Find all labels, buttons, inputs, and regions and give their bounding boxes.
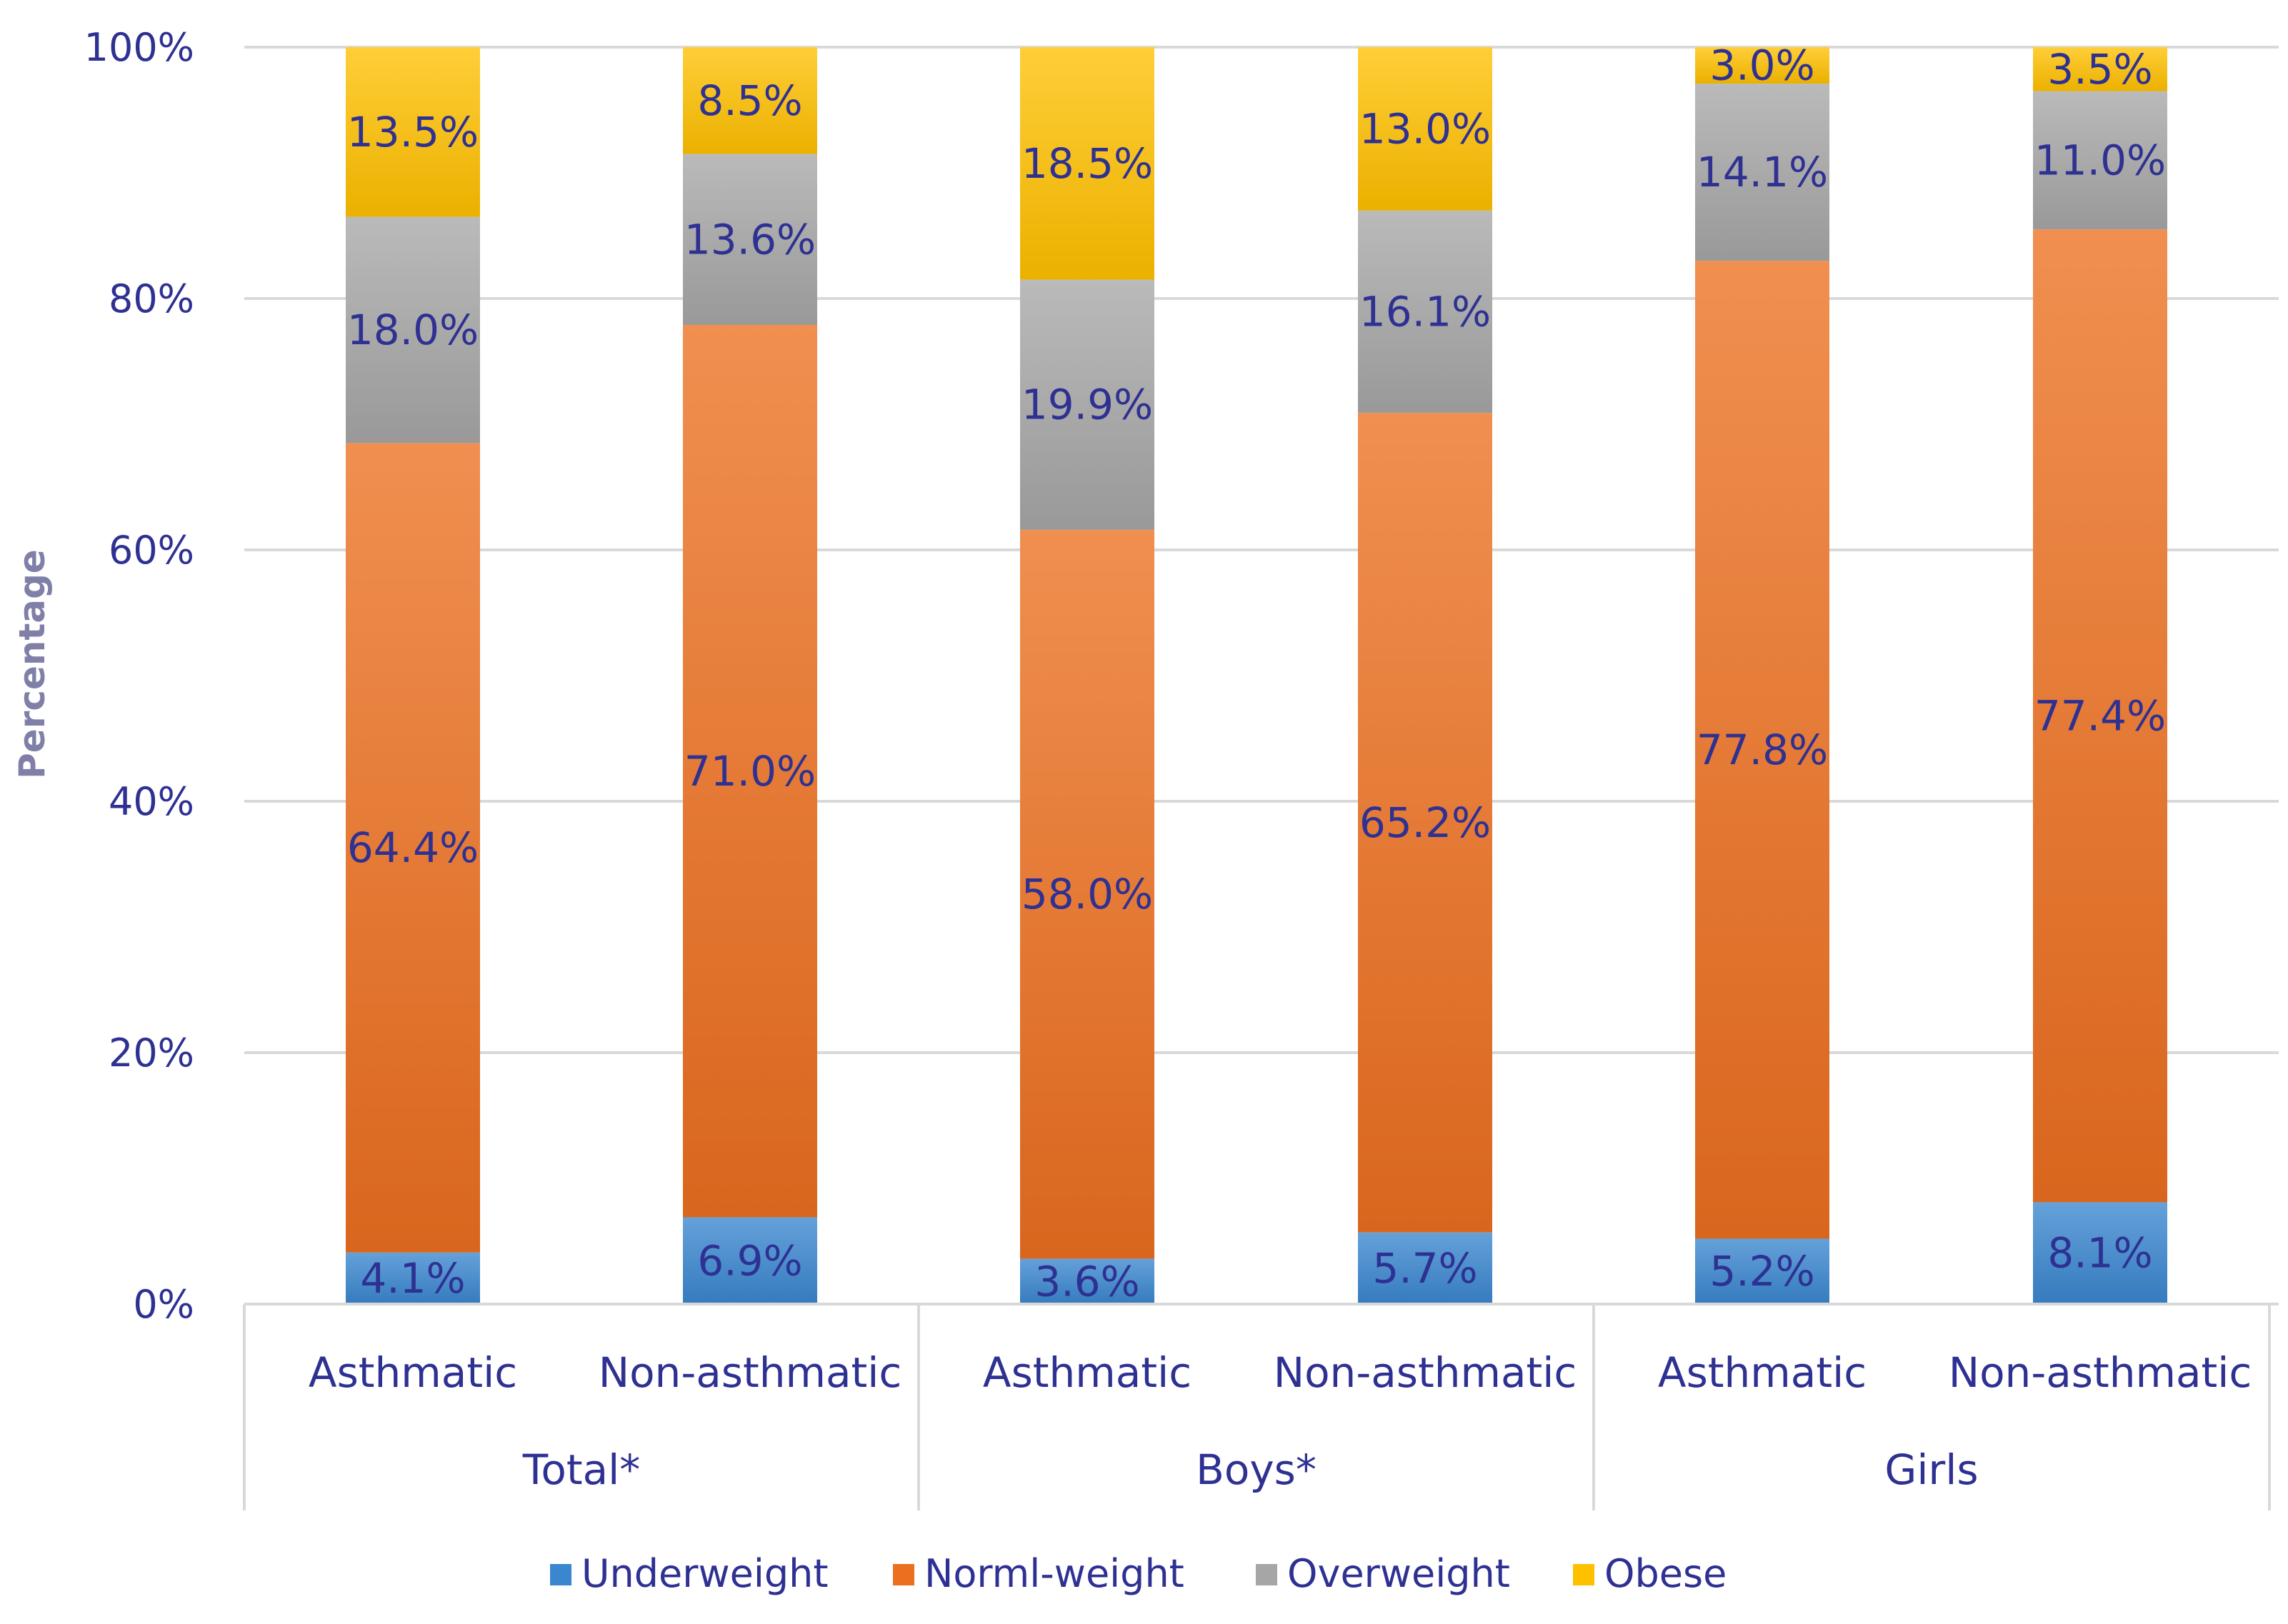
bar-obese-2	[1020, 47, 1154, 280]
bar-overweight-2	[1020, 279, 1154, 530]
data-label: 13.5%	[347, 108, 479, 156]
bar-overweight-0	[346, 216, 480, 443]
data-label: 6.9%	[697, 1236, 802, 1285]
data-label: 11.0%	[2034, 136, 2166, 184]
y-tick-label: 60%	[109, 528, 194, 573]
group-label: Girls	[1884, 1445, 1978, 1494]
y-axis-ticks: 0% 20% 40% 60% 80% 100%	[84, 25, 194, 1327]
legend-item: Norml-weight	[893, 1551, 1184, 1596]
bar-norml-weight-2	[1020, 529, 1154, 1259]
legend-swatch	[1256, 1564, 1277, 1585]
legend-swatch	[1573, 1564, 1594, 1585]
data-label: 65.2%	[1359, 798, 1491, 847]
legend-item: Overweight	[1256, 1551, 1510, 1596]
y-tick-label: 80%	[109, 276, 194, 321]
y-tick-label: 40%	[109, 779, 194, 824]
legend-label: Obese	[1604, 1551, 1727, 1596]
legend-label: Norml-weight	[924, 1551, 1184, 1596]
legend: Underweight Norml-weight Overweight Obese	[550, 1551, 1727, 1596]
bar-overweight-1	[683, 154, 817, 325]
bar-underweight-0	[346, 1252, 480, 1304]
bar-underweight-3	[1358, 1232, 1492, 1304]
data-label: 19.9%	[1021, 381, 1153, 429]
bar-overweight-4	[1695, 84, 1829, 261]
data-label: 18.5%	[1021, 139, 1153, 188]
bar-underweight-2	[1020, 1258, 1154, 1304]
bar-obese-1	[683, 47, 817, 154]
data-label: 77.8%	[1697, 726, 1828, 774]
y-tick-label: 0%	[133, 1282, 194, 1327]
data-label: 5.2%	[1709, 1247, 1814, 1295]
group-label: Total*	[522, 1445, 640, 1494]
bar-obese-5	[2033, 47, 2167, 91]
data-label: 3.5%	[2047, 45, 2152, 94]
data-label: 71.0%	[684, 747, 816, 796]
data-label: 4.1%	[360, 1254, 465, 1303]
category-label: Asthmatic	[1658, 1348, 1867, 1397]
bar-overweight-3	[1358, 210, 1492, 413]
data-label: 8.5%	[697, 76, 802, 125]
bar-underweight-1	[683, 1217, 817, 1304]
bar-norml-weight-3	[1358, 413, 1492, 1233]
legend-label: Underweight	[581, 1551, 829, 1596]
data-labels: 4.1% 6.9% 3.6% 5.7% 5.2% 8.1% 64.4% 71.0% 58.0% 6…	[347, 41, 2166, 1306]
category-label: Non-asthmatic	[1274, 1348, 1577, 1397]
data-label: 14.1%	[1697, 148, 1828, 196]
y-tick-label: 20%	[109, 1031, 194, 1076]
y-axis-label: Percentage	[11, 549, 53, 779]
category-label: Asthmatic	[309, 1348, 517, 1397]
data-label: 18.0%	[347, 306, 479, 354]
data-label: 13.0%	[1359, 104, 1491, 153]
data-label: 8.1%	[2047, 1229, 2152, 1278]
group-label: Boys*	[1196, 1445, 1317, 1494]
bar-underweight-4	[1695, 1238, 1829, 1304]
legend-swatch	[550, 1564, 571, 1585]
bar-obese-0	[346, 47, 480, 217]
bar-norml-weight-5	[2033, 229, 2167, 1203]
data-label: 16.1%	[1359, 287, 1491, 336]
bars	[346, 47, 2167, 1304]
legend-item: Underweight	[550, 1551, 829, 1596]
legend-label: Overweight	[1287, 1551, 1510, 1596]
data-label: 13.6%	[684, 215, 816, 264]
legend-item: Obese	[1573, 1551, 1727, 1596]
bar-norml-weight-1	[683, 324, 817, 1218]
category-label: Non-asthmatic	[1949, 1348, 2252, 1397]
category-label: Asthmatic	[983, 1348, 1192, 1397]
bar-underweight-5	[2033, 1202, 2167, 1304]
gridlines	[244, 46, 2279, 1054]
legend-swatch	[893, 1564, 914, 1585]
data-label: 3.0%	[1709, 41, 1814, 90]
data-label: 77.4%	[2034, 691, 2166, 740]
bar-norml-weight-4	[1695, 261, 1829, 1239]
bar-obese-4	[1695, 47, 1829, 84]
bar-obese-3	[1358, 47, 1492, 211]
data-label: 3.6%	[1034, 1257, 1139, 1305]
data-label: 58.0%	[1021, 870, 1153, 918]
y-tick-label: 100%	[84, 25, 194, 70]
bar-overweight-5	[2033, 91, 2167, 230]
data-label: 64.4%	[347, 823, 479, 872]
data-label: 5.7%	[1372, 1244, 1477, 1293]
bar-norml-weight-0	[346, 443, 480, 1253]
category-label: Non-asthmatic	[599, 1348, 902, 1397]
